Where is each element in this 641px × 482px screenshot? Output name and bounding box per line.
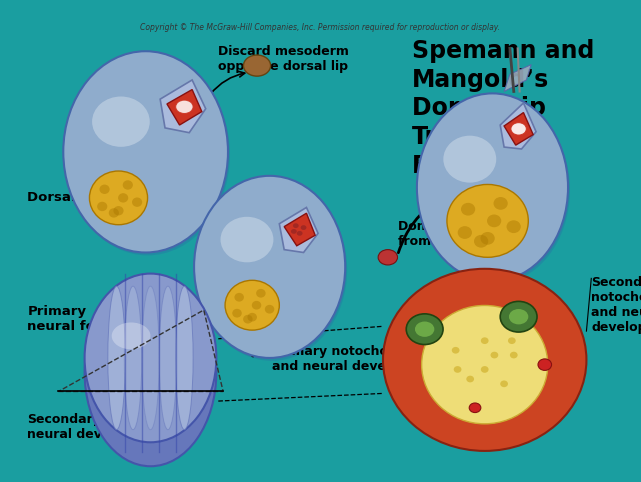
- Ellipse shape: [419, 96, 570, 284]
- Ellipse shape: [466, 375, 474, 382]
- Ellipse shape: [293, 223, 299, 228]
- Ellipse shape: [142, 286, 159, 429]
- Polygon shape: [504, 65, 531, 92]
- Ellipse shape: [122, 180, 133, 190]
- Ellipse shape: [235, 293, 244, 302]
- Ellipse shape: [447, 185, 528, 257]
- Polygon shape: [279, 207, 318, 253]
- Ellipse shape: [247, 313, 257, 321]
- Ellipse shape: [176, 286, 193, 429]
- Ellipse shape: [85, 279, 217, 466]
- Text: Secondary
neural development: Secondary neural development: [28, 413, 169, 441]
- Ellipse shape: [538, 359, 551, 370]
- Ellipse shape: [500, 380, 508, 387]
- Ellipse shape: [490, 352, 498, 359]
- Ellipse shape: [109, 208, 119, 217]
- Polygon shape: [504, 113, 533, 145]
- Ellipse shape: [65, 54, 230, 255]
- Text: Copyright © The McGraw-Hill Companies, Inc. Permission required for reproduction: Copyright © The McGraw-Hill Companies, I…: [140, 24, 500, 32]
- Ellipse shape: [511, 122, 526, 135]
- Ellipse shape: [494, 197, 508, 210]
- Ellipse shape: [417, 94, 568, 281]
- Ellipse shape: [291, 229, 297, 234]
- Ellipse shape: [458, 226, 472, 239]
- Ellipse shape: [132, 198, 142, 207]
- Ellipse shape: [108, 286, 125, 429]
- Ellipse shape: [124, 286, 142, 429]
- Polygon shape: [500, 103, 536, 149]
- Ellipse shape: [454, 366, 462, 373]
- Ellipse shape: [176, 100, 193, 114]
- Ellipse shape: [99, 185, 110, 194]
- Ellipse shape: [452, 347, 460, 354]
- Ellipse shape: [256, 289, 265, 297]
- Ellipse shape: [265, 305, 274, 314]
- Polygon shape: [167, 90, 202, 125]
- Ellipse shape: [112, 322, 151, 349]
- Text: Donor mesoderm
from dorsal lip: Donor mesoderm from dorsal lip: [397, 220, 518, 248]
- Text: Dorsal lip: Dorsal lip: [28, 191, 99, 204]
- Polygon shape: [284, 213, 315, 246]
- Ellipse shape: [444, 135, 496, 183]
- Ellipse shape: [481, 366, 488, 373]
- Ellipse shape: [500, 301, 537, 332]
- Ellipse shape: [509, 309, 528, 324]
- Ellipse shape: [508, 337, 516, 344]
- Ellipse shape: [90, 171, 147, 225]
- Ellipse shape: [383, 269, 587, 451]
- Ellipse shape: [487, 379, 541, 421]
- Ellipse shape: [403, 309, 470, 363]
- Ellipse shape: [97, 202, 107, 211]
- Text: Primary notochord
and neural development: Primary notochord and neural development: [272, 346, 444, 374]
- Ellipse shape: [510, 352, 518, 359]
- Ellipse shape: [474, 235, 488, 248]
- Ellipse shape: [118, 193, 128, 202]
- Ellipse shape: [196, 179, 347, 361]
- Ellipse shape: [487, 214, 501, 227]
- Ellipse shape: [232, 309, 242, 318]
- Ellipse shape: [221, 217, 274, 262]
- Ellipse shape: [506, 220, 520, 233]
- Ellipse shape: [85, 274, 217, 442]
- Ellipse shape: [244, 55, 271, 76]
- Ellipse shape: [417, 379, 475, 417]
- Ellipse shape: [378, 250, 397, 265]
- Text: Spemann and
Mangold’s
Dorsal Lip
Transplant
Experiment: Spemann and Mangold’s Dorsal Lip Transpl…: [412, 39, 594, 178]
- Ellipse shape: [63, 51, 228, 253]
- Ellipse shape: [461, 203, 475, 215]
- Ellipse shape: [301, 225, 306, 230]
- Ellipse shape: [469, 403, 481, 413]
- Text: Discard mesoderm
opposite dorsal lip: Discard mesoderm opposite dorsal lip: [219, 44, 349, 72]
- Ellipse shape: [297, 231, 303, 236]
- Ellipse shape: [481, 337, 488, 344]
- Ellipse shape: [225, 281, 279, 330]
- Ellipse shape: [422, 306, 548, 424]
- Text: Secondary
notochord
and neural
development: Secondary notochord and neural developme…: [591, 277, 641, 335]
- Ellipse shape: [194, 176, 345, 358]
- Ellipse shape: [92, 96, 150, 147]
- Ellipse shape: [243, 315, 253, 323]
- Text: Primary
neural fold: Primary neural fold: [28, 305, 110, 333]
- Ellipse shape: [159, 286, 177, 429]
- Ellipse shape: [497, 307, 560, 355]
- Ellipse shape: [406, 314, 443, 345]
- Polygon shape: [160, 80, 206, 133]
- Ellipse shape: [415, 321, 435, 337]
- Ellipse shape: [113, 206, 124, 215]
- Ellipse shape: [481, 232, 495, 245]
- Ellipse shape: [252, 301, 262, 309]
